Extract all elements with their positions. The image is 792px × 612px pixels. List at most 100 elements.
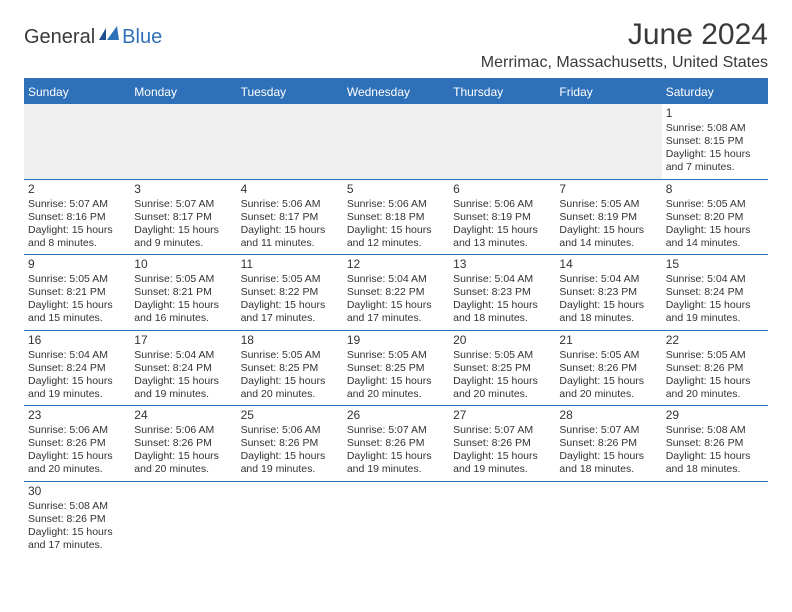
sunset-text: Sunset: 8:20 PM [666, 211, 764, 224]
day-number: 18 [241, 333, 339, 348]
day-number: 9 [28, 257, 126, 272]
daylight-text: Daylight: 15 hours and 20 minutes. [28, 450, 126, 476]
day-of-week-header: Tuesday [237, 80, 343, 104]
sunrise-text: Sunrise: 5:04 AM [666, 273, 764, 286]
calendar-cell-empty [343, 482, 449, 557]
daylight-text: Daylight: 15 hours and 19 minutes. [666, 299, 764, 325]
calendar-cell: 16Sunrise: 5:04 AMSunset: 8:24 PMDayligh… [24, 331, 130, 406]
day-number: 5 [347, 182, 445, 197]
day-number: 19 [347, 333, 445, 348]
sunset-text: Sunset: 8:24 PM [28, 362, 126, 375]
sunrise-text: Sunrise: 5:06 AM [241, 198, 339, 211]
daylight-text: Daylight: 15 hours and 17 minutes. [347, 299, 445, 325]
calendar-cell-empty [555, 104, 661, 179]
calendar-cell: 14Sunrise: 5:04 AMSunset: 8:23 PMDayligh… [555, 255, 661, 330]
sunset-text: Sunset: 8:17 PM [134, 211, 232, 224]
logo: General Blue [24, 18, 162, 49]
day-number: 20 [453, 333, 551, 348]
sunset-text: Sunset: 8:19 PM [559, 211, 657, 224]
sunrise-text: Sunrise: 5:08 AM [28, 500, 126, 513]
sunrise-text: Sunrise: 5:07 AM [134, 198, 232, 211]
calendar-week-row: 23Sunrise: 5:06 AMSunset: 8:26 PMDayligh… [24, 406, 768, 482]
page-subtitle: Merrimac, Massachusetts, United States [481, 54, 768, 72]
day-number: 6 [453, 182, 551, 197]
sunrise-text: Sunrise: 5:07 AM [453, 424, 551, 437]
sunset-text: Sunset: 8:25 PM [347, 362, 445, 375]
calendar-cell: 10Sunrise: 5:05 AMSunset: 8:21 PMDayligh… [130, 255, 236, 330]
calendar-cell-empty [24, 104, 130, 179]
sunset-text: Sunset: 8:26 PM [559, 362, 657, 375]
sunset-text: Sunset: 8:26 PM [28, 437, 126, 450]
day-number: 28 [559, 408, 657, 423]
calendar-cell: 23Sunrise: 5:06 AMSunset: 8:26 PMDayligh… [24, 406, 130, 481]
daylight-text: Daylight: 15 hours and 19 minutes. [241, 450, 339, 476]
day-number: 11 [241, 257, 339, 272]
logo-text-blue: Blue [122, 26, 162, 49]
sunrise-text: Sunrise: 5:05 AM [347, 349, 445, 362]
daylight-text: Daylight: 15 hours and 19 minutes. [347, 450, 445, 476]
calendar-cell-empty [449, 482, 555, 557]
calendar-cell: 29Sunrise: 5:08 AMSunset: 8:26 PMDayligh… [662, 406, 768, 481]
calendar-cell: 12Sunrise: 5:04 AMSunset: 8:22 PMDayligh… [343, 255, 449, 330]
day-number: 29 [666, 408, 764, 423]
sunrise-text: Sunrise: 5:08 AM [666, 424, 764, 437]
day-number: 7 [559, 182, 657, 197]
calendar-week-row: 16Sunrise: 5:04 AMSunset: 8:24 PMDayligh… [24, 331, 768, 407]
sunset-text: Sunset: 8:23 PM [453, 286, 551, 299]
sunrise-text: Sunrise: 5:07 AM [559, 424, 657, 437]
day-number: 24 [134, 408, 232, 423]
sunrise-text: Sunrise: 5:05 AM [559, 349, 657, 362]
daylight-text: Daylight: 15 hours and 7 minutes. [666, 148, 764, 174]
sunrise-text: Sunrise: 5:07 AM [347, 424, 445, 437]
sunrise-text: Sunrise: 5:05 AM [666, 349, 764, 362]
calendar-cell: 27Sunrise: 5:07 AMSunset: 8:26 PMDayligh… [449, 406, 555, 481]
calendar-cell: 25Sunrise: 5:06 AMSunset: 8:26 PMDayligh… [237, 406, 343, 481]
calendar-cell: 3Sunrise: 5:07 AMSunset: 8:17 PMDaylight… [130, 180, 236, 255]
calendar-cell-empty [343, 104, 449, 179]
day-number: 4 [241, 182, 339, 197]
day-number: 12 [347, 257, 445, 272]
daylight-text: Daylight: 15 hours and 14 minutes. [559, 224, 657, 250]
sunrise-text: Sunrise: 5:04 AM [28, 349, 126, 362]
sunset-text: Sunset: 8:26 PM [666, 362, 764, 375]
header: General Blue June 2024 Merrimac, Massach… [24, 18, 768, 72]
sunset-text: Sunset: 8:25 PM [453, 362, 551, 375]
day-number: 21 [559, 333, 657, 348]
sunset-text: Sunset: 8:24 PM [134, 362, 232, 375]
sunrise-text: Sunrise: 5:04 AM [134, 349, 232, 362]
calendar-cell: 2Sunrise: 5:07 AMSunset: 8:16 PMDaylight… [24, 180, 130, 255]
daylight-text: Daylight: 15 hours and 20 minutes. [559, 375, 657, 401]
sunset-text: Sunset: 8:22 PM [241, 286, 339, 299]
calendar-cell: 28Sunrise: 5:07 AMSunset: 8:26 PMDayligh… [555, 406, 661, 481]
daylight-text: Daylight: 15 hours and 14 minutes. [666, 224, 764, 250]
calendar-week-row: 30Sunrise: 5:08 AMSunset: 8:26 PMDayligh… [24, 482, 768, 557]
sunrise-text: Sunrise: 5:06 AM [241, 424, 339, 437]
sunset-text: Sunset: 8:15 PM [666, 135, 764, 148]
sunset-text: Sunset: 8:17 PM [241, 211, 339, 224]
calendar-cell: 11Sunrise: 5:05 AMSunset: 8:22 PMDayligh… [237, 255, 343, 330]
sunset-text: Sunset: 8:21 PM [134, 286, 232, 299]
daylight-text: Daylight: 15 hours and 18 minutes. [559, 450, 657, 476]
calendar-cell: 7Sunrise: 5:05 AMSunset: 8:19 PMDaylight… [555, 180, 661, 255]
calendar-cell: 13Sunrise: 5:04 AMSunset: 8:23 PMDayligh… [449, 255, 555, 330]
calendar: SundayMondayTuesdayWednesdayThursdayFrid… [24, 78, 768, 556]
title-block: June 2024 Merrimac, Massachusetts, Unite… [481, 18, 768, 72]
daylight-text: Daylight: 15 hours and 20 minutes. [241, 375, 339, 401]
day-number: 3 [134, 182, 232, 197]
calendar-week-row: 1Sunrise: 5:08 AMSunset: 8:15 PMDaylight… [24, 104, 768, 180]
calendar-cell-empty [237, 104, 343, 179]
calendar-cell: 15Sunrise: 5:04 AMSunset: 8:24 PMDayligh… [662, 255, 768, 330]
calendar-cell: 5Sunrise: 5:06 AMSunset: 8:18 PMDaylight… [343, 180, 449, 255]
calendar-week-row: 2Sunrise: 5:07 AMSunset: 8:16 PMDaylight… [24, 180, 768, 256]
day-number: 8 [666, 182, 764, 197]
daylight-text: Daylight: 15 hours and 15 minutes. [28, 299, 126, 325]
day-of-week-header: Sunday [24, 80, 130, 104]
day-number: 1 [666, 106, 764, 121]
daylight-text: Daylight: 15 hours and 20 minutes. [666, 375, 764, 401]
sunset-text: Sunset: 8:23 PM [559, 286, 657, 299]
calendar-cell-empty [449, 104, 555, 179]
sunrise-text: Sunrise: 5:05 AM [28, 273, 126, 286]
calendar-cell: 8Sunrise: 5:05 AMSunset: 8:20 PMDaylight… [662, 180, 768, 255]
calendar-body: 1Sunrise: 5:08 AMSunset: 8:15 PMDaylight… [24, 104, 768, 556]
sunset-text: Sunset: 8:26 PM [666, 437, 764, 450]
